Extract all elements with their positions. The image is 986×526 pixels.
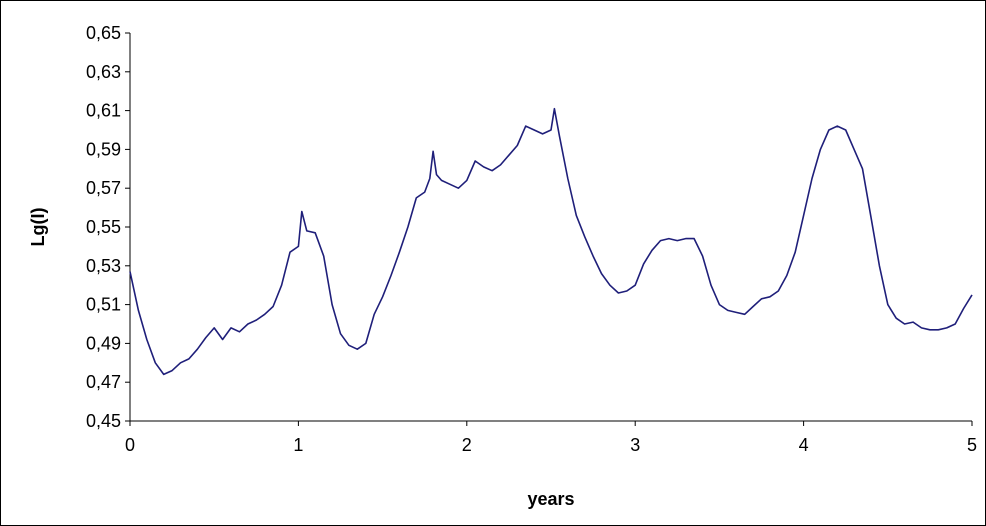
- y-axis: 0,45 0,47 0,49 0,51 0,53 0,55 0,57 0,59 0,61 0,63…: [86, 23, 131, 431]
- y-tick-label: 0,47: [86, 372, 121, 392]
- x-axis-title: years: [527, 489, 574, 509]
- x-tick-label: 4: [799, 435, 809, 455]
- y-axis-title: Lg(I): [28, 208, 48, 247]
- y-tick-label: 0,53: [86, 256, 121, 276]
- y-tick-label: 0,63: [86, 62, 121, 82]
- x-tick-label: 2: [462, 435, 472, 455]
- x-tick-label: 1: [293, 435, 303, 455]
- series-group: [129, 107, 973, 376]
- x-tick-label: 3: [630, 435, 640, 455]
- y-tick-label: 0,65: [86, 23, 121, 43]
- y-tick-label: 0,57: [86, 178, 121, 198]
- x-tick-label: 5: [967, 435, 977, 455]
- x-axis: 0 1 2 3 4 5: [125, 420, 977, 455]
- y-tick-label: 0,45: [86, 411, 121, 431]
- y-tick-label: 0,51: [86, 295, 121, 315]
- y-tick-label: 0,55: [86, 217, 121, 237]
- y-tick-label: 0,49: [86, 333, 121, 353]
- series-line: [129, 107, 973, 376]
- y-tick-label: 0,61: [86, 101, 121, 121]
- x-tick-label: 0: [125, 435, 135, 455]
- y-tick-label: 0,59: [86, 139, 121, 159]
